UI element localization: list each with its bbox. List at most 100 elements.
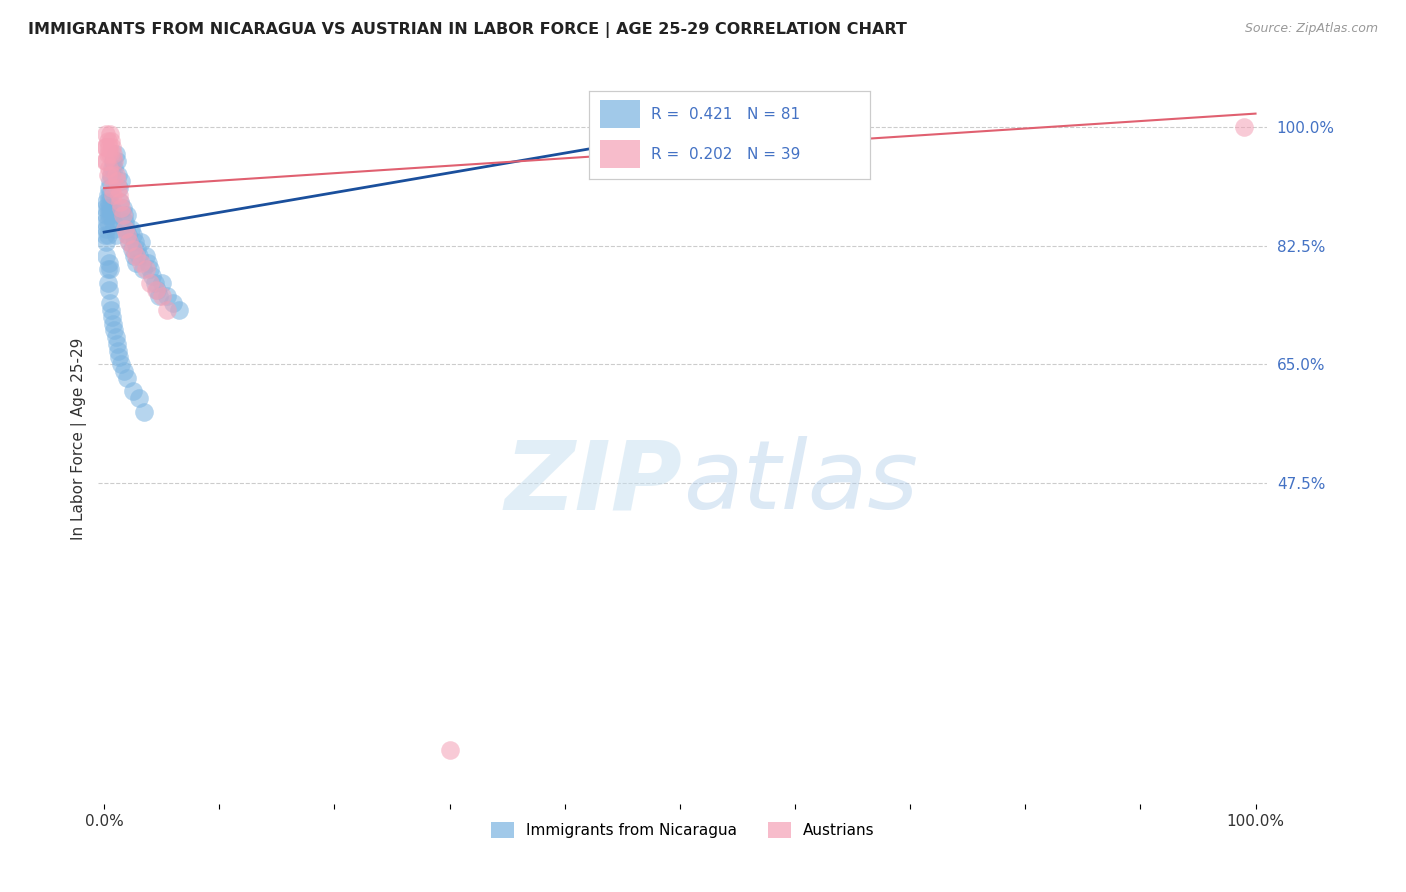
Point (97, 262, 120, 277)
Point (98, 296, 121, 310)
Point (103, 323, 125, 337)
Point (150, 276, 173, 290)
Point (100, 168, 122, 182)
Point (94, 215, 117, 229)
Point (132, 262, 155, 277)
Point (98, 147, 121, 161)
Point (146, 283, 169, 297)
Point (96, 221, 118, 235)
Point (162, 296, 184, 310)
Point (156, 303, 179, 318)
Point (104, 147, 127, 161)
Point (104, 330, 127, 344)
Point (121, 242, 143, 256)
Text: atlas: atlas (683, 436, 918, 529)
Point (111, 208, 134, 222)
Point (101, 140, 124, 154)
Point (96, 208, 118, 222)
Point (128, 249, 150, 263)
Point (96, 249, 118, 263)
Point (148, 289, 170, 303)
Point (134, 404, 156, 418)
Point (97, 228, 120, 243)
Point (101, 202, 124, 216)
Point (97, 187, 120, 202)
Point (122, 384, 145, 399)
Point (122, 249, 145, 263)
Point (112, 364, 135, 378)
Point (115, 370, 138, 384)
Point (110, 174, 132, 188)
Point (439, 743, 461, 757)
Point (103, 154, 125, 169)
Point (167, 303, 190, 318)
Point (108, 187, 131, 202)
Point (96, 154, 118, 169)
Point (139, 276, 162, 290)
Point (104, 228, 127, 243)
Point (139, 262, 162, 277)
Point (128, 391, 150, 405)
Point (98, 127, 121, 141)
Point (94, 228, 117, 243)
Point (97, 161, 120, 175)
Point (110, 194, 132, 209)
Text: IMMIGRANTS FROM NICARAGUA VS AUSTRIAN IN LABOR FORCE | AGE 25-29 CORRELATION CHA: IMMIGRANTS FROM NICARAGUA VS AUSTRIAN IN… (28, 22, 907, 38)
Point (117, 228, 139, 243)
Point (96, 235, 118, 250)
Point (118, 235, 141, 250)
Point (143, 276, 166, 290)
Point (97, 168, 120, 182)
Point (103, 187, 125, 202)
Y-axis label: In Labor Force | Age 25-29: In Labor Force | Age 25-29 (72, 337, 87, 540)
Point (145, 283, 167, 297)
Point (97, 208, 120, 222)
Point (136, 255, 159, 269)
Point (97, 276, 120, 290)
Point (94, 202, 117, 216)
Point (112, 208, 135, 222)
Point (96, 140, 118, 154)
Point (96, 127, 118, 141)
Point (97, 140, 120, 154)
Point (103, 154, 125, 169)
Point (118, 235, 141, 250)
Point (97, 215, 120, 229)
Point (114, 221, 136, 235)
Point (100, 134, 122, 148)
Point (105, 154, 128, 169)
Point (100, 168, 122, 182)
Point (100, 303, 122, 318)
Point (104, 168, 127, 182)
Point (103, 147, 125, 161)
Point (97, 255, 120, 269)
Point (115, 221, 138, 235)
Point (103, 221, 125, 235)
Point (1233, 120, 1256, 135)
Point (103, 317, 125, 331)
Point (101, 161, 124, 175)
Point (124, 235, 146, 250)
Point (110, 194, 132, 209)
Point (110, 202, 132, 216)
Point (114, 215, 136, 229)
Point (98, 187, 121, 202)
Point (111, 202, 134, 216)
Point (125, 255, 148, 269)
Point (94, 140, 117, 154)
Point (98, 174, 121, 188)
Point (107, 181, 129, 195)
Point (115, 228, 138, 243)
Point (101, 181, 124, 195)
Point (103, 215, 125, 229)
Point (129, 235, 152, 250)
Legend: Immigrants from Nicaragua, Austrians: Immigrants from Nicaragua, Austrians (485, 816, 880, 844)
Point (96, 194, 118, 209)
Point (127, 242, 149, 256)
Point (129, 255, 152, 269)
Point (101, 310, 124, 324)
Point (135, 262, 157, 277)
Text: Source: ZipAtlas.com: Source: ZipAtlas.com (1244, 22, 1378, 36)
Point (107, 343, 129, 358)
Point (108, 351, 131, 365)
